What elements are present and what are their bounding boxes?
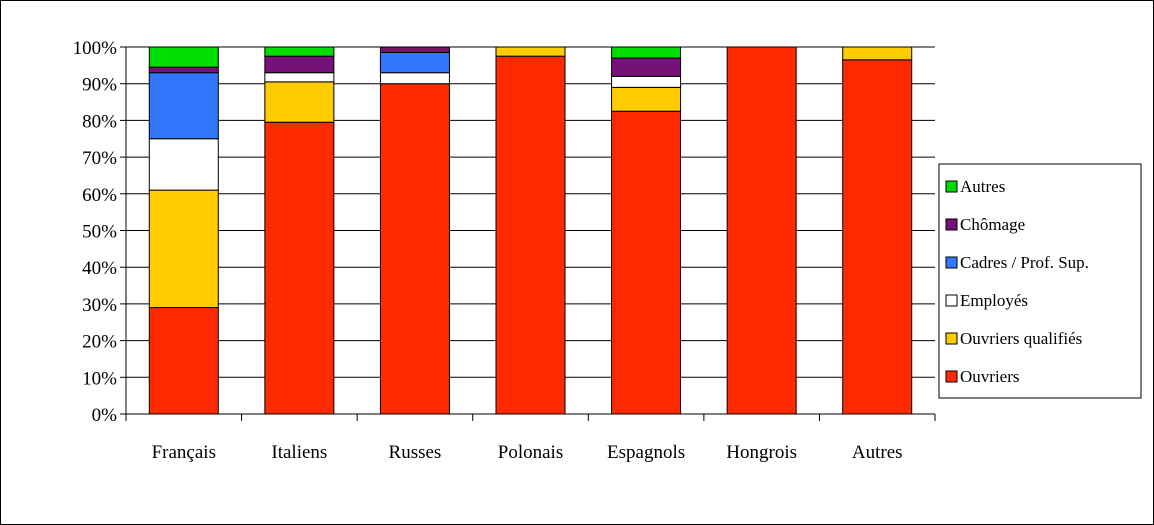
x-category-labels: Français Italiens Russes Polonais Espagnols H…: [152, 442, 903, 463]
bar-segment: [264, 72, 335, 83]
legend-swatch: [945, 370, 958, 383]
x-category-label: Français: [152, 442, 216, 463]
y-tick-labels: 0% 10% 20% 30% 40% 50% 60% 70% 80% 90% 100%: [73, 38, 118, 426]
bar-segment: [379, 72, 450, 85]
y-tick-label: 60%: [82, 185, 117, 206]
bar-segment: [148, 307, 219, 415]
x-category-label: Italiens: [271, 442, 327, 463]
legend-label: Chômage: [960, 215, 1025, 234]
y-tick-label: 70%: [82, 148, 117, 169]
bar-segment: [148, 138, 219, 191]
bar-segment: [264, 46, 335, 57]
bar-segment: [495, 46, 566, 57]
bar-segment: [379, 83, 450, 415]
legend: Autres Chômage Cadres / Prof. Sup. Employés…: [938, 163, 1142, 399]
legend-label: Ouvriers: [960, 367, 1019, 386]
axes: [125, 47, 936, 421]
bar-segment: [148, 189, 219, 309]
y-tick-label: 20%: [82, 332, 117, 353]
bar-segment: [611, 46, 682, 59]
legend-box: [938, 163, 1142, 399]
x-category-label: Autres: [852, 442, 903, 463]
x-category-label: Espagnols: [607, 442, 685, 463]
x-category-label: Russes: [389, 442, 442, 463]
bar-segment: [611, 86, 682, 112]
y-tick-label: 40%: [82, 258, 117, 279]
bar-segment: [264, 81, 335, 123]
bar-segment: [379, 46, 450, 54]
x-category-label: Polonais: [498, 442, 563, 463]
bar-segment: [148, 66, 219, 74]
legend-swatch: [945, 218, 958, 231]
bar-segment: [726, 46, 797, 415]
y-tick-label: 30%: [82, 295, 117, 316]
y-tick-label: 80%: [82, 111, 117, 132]
bar-segment: [611, 57, 682, 77]
y-tick-label: 100%: [73, 38, 118, 59]
legend-label: Ouvriers qualifiés: [960, 329, 1082, 348]
legend-swatch: [945, 332, 958, 345]
y-tick-label: 50%: [82, 222, 117, 243]
legend-swatch: [945, 256, 958, 269]
y-tick-label: 0%: [92, 405, 118, 426]
legend-swatch: [945, 294, 958, 307]
bar-segment: [148, 72, 219, 140]
legend-label: Cadres / Prof. Sup.: [960, 253, 1089, 272]
bar-segment: [611, 110, 682, 415]
bars-group: [148, 46, 913, 415]
bar-segment: [264, 55, 335, 74]
legend-swatch: [945, 180, 958, 193]
x-category-label: Hongrois: [726, 442, 797, 463]
y-tick-label: 90%: [82, 75, 117, 96]
bar-segment: [148, 46, 219, 68]
bar-segment: [842, 46, 913, 61]
bar-segment: [264, 121, 335, 415]
bar-segment: [379, 52, 450, 74]
bar-segment: [842, 59, 913, 415]
legend-label: Employés: [960, 291, 1028, 310]
y-tick-label: 10%: [82, 368, 117, 389]
bar-segment: [611, 75, 682, 88]
bar-segment: [495, 55, 566, 415]
legend-label: Autres: [960, 177, 1005, 196]
